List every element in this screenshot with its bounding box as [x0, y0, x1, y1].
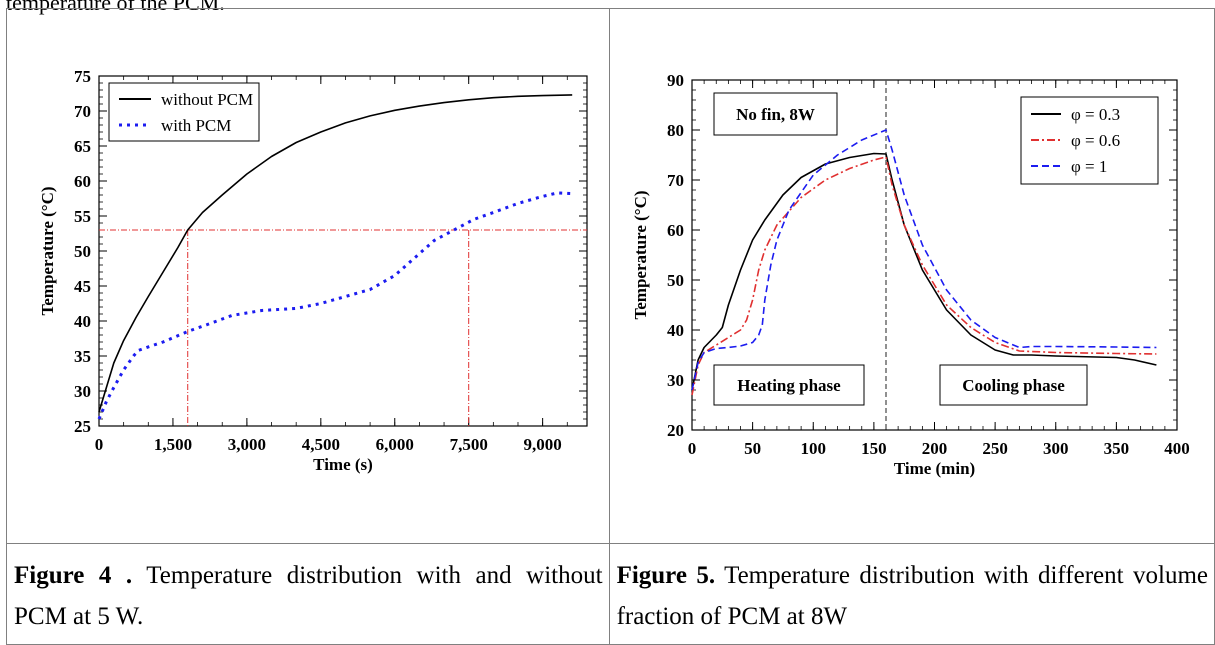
- fig4-ytick-label: 65: [74, 137, 91, 156]
- figure4-caption: Figure 4 . Temperature distribution with…: [7, 544, 609, 637]
- fig5-ytick-label: 60: [667, 221, 684, 240]
- fig5-yaxis-title: Temperature (°C): [631, 190, 650, 319]
- fig4-ytick-label: 60: [74, 172, 91, 191]
- fig5-legend-label-3: φ = 1: [1071, 157, 1107, 176]
- fig5-ytick-label: 20: [667, 421, 684, 440]
- fig5-xtick-label: 350: [1103, 439, 1129, 458]
- fig5-ytick-label: 80: [667, 121, 684, 140]
- figure4-caption-cell: Figure 4 . Temperature distribution with…: [6, 543, 610, 645]
- figure5-chart: 0 50 100 150 200 250 300 350 400 20 30 40 50 60 70 80 90…: [631, 71, 1190, 478]
- fig5-ytick-label: 40: [667, 321, 684, 340]
- fig4-legend-label-2: with PCM: [161, 116, 231, 135]
- fig5-annotation-text-1: No fin, 8W: [736, 105, 815, 124]
- fig4-xtick-label: 3,000: [228, 435, 266, 454]
- fig5-xtick-label: 150: [861, 439, 887, 458]
- figure-table: 0 1,500 3,000 4,500 6,000 7,500 9,000 25 30 35 40 4…: [6, 8, 1215, 645]
- fig5-annotation-box-3: [939, 364, 1088, 406]
- fig4-ytick-label: 70: [74, 102, 91, 121]
- fig5-series-line-3: [690, 129, 1156, 391]
- figure5-caption-cell: Figure 5. Temperature distribution with …: [608, 543, 1215, 645]
- fig5-xtick-label: 200: [921, 439, 947, 458]
- fig5-ytick-label: 90: [667, 71, 684, 90]
- fig4-xtick-label: 1,500: [154, 435, 192, 454]
- fig4-ytick-label: 30: [74, 382, 91, 401]
- fig5-series-line-1: [690, 152, 1157, 391]
- fig4-xtick-label: 7,500: [450, 435, 488, 454]
- figure5-caption-label: Figure 5.: [616, 562, 716, 589]
- fig4-legend-box: [108, 82, 260, 142]
- fig5-annotation-box-2: [713, 364, 865, 406]
- fig5-legend-label-2: φ = 0.6: [1071, 131, 1120, 150]
- fig4-xtick-label: 0: [95, 435, 104, 454]
- fig4-ytick-label: 40: [74, 312, 91, 331]
- fig5-ytick-label: 70: [667, 171, 684, 190]
- fig4-xtick-label: 9,000: [524, 435, 562, 454]
- fig4-legend-label-1: without PCM: [161, 90, 253, 109]
- fig5-ytick-label: 50: [667, 271, 684, 290]
- fig4-series-line-2: [97, 191, 573, 420]
- fig5-xaxis-title: Time (min): [893, 459, 974, 478]
- fig5-annotation-box-1: [713, 92, 838, 136]
- fig5-series-line-2: [690, 156, 1156, 396]
- fig4-xtick-label: 6,000: [376, 435, 414, 454]
- fig5-annotation-text-3: Cooling phase: [962, 376, 1065, 395]
- figure4-caption-text: Temperature distribution with and withou…: [14, 562, 603, 630]
- fig5-xtick-label: 0: [687, 439, 696, 458]
- fig4-xtick-label: 4,500: [302, 435, 340, 454]
- figure4-cell: 0 1,500 3,000 4,500 6,000 7,500 9,000 25 30 35 40 4…: [6, 8, 610, 544]
- figure4-chart: 0 1,500 3,000 4,500 6,000 7,500 9,000 25 30 35 40 4…: [38, 67, 588, 474]
- fig4-xaxis-title: Time (s): [313, 455, 373, 474]
- fig4-ytick-label: 50: [74, 242, 91, 261]
- fig5-legend-label-1: φ = 0.3: [1071, 105, 1120, 124]
- fig4-ytick-label: 75: [74, 67, 91, 86]
- fig4-series-line-1: [98, 94, 573, 413]
- fig4-yaxis-title: Temperature (°C): [38, 186, 57, 315]
- figure5-caption: Figure 5. Temperature distribution with …: [610, 544, 1214, 637]
- fig4-ytick-label: 55: [74, 207, 91, 226]
- fig5-annotation-text-2: Heating phase: [737, 376, 841, 395]
- fig5-xtick-label: 250: [982, 439, 1008, 458]
- fig5-xtick-label: 400: [1164, 439, 1190, 458]
- fig5-xtick-label: 50: [744, 439, 761, 458]
- fig4-ytick-label: 35: [74, 347, 91, 366]
- figure5-caption-text: Temperature distribution with different …: [616, 562, 1208, 630]
- figure4-caption-label: Figure 4 .: [14, 562, 133, 589]
- figure5-cell: 0 50 100 150 200 250 300 350 400 20 30 40 50 60 70 80 90…: [608, 8, 1215, 544]
- fig4-ytick-label: 45: [74, 277, 91, 296]
- fig5-xtick-label: 100: [800, 439, 826, 458]
- fig5-ytick-label: 30: [667, 371, 684, 390]
- fig5-xtick-label: 300: [1043, 439, 1069, 458]
- fig4-ytick-label: 25: [74, 417, 91, 436]
